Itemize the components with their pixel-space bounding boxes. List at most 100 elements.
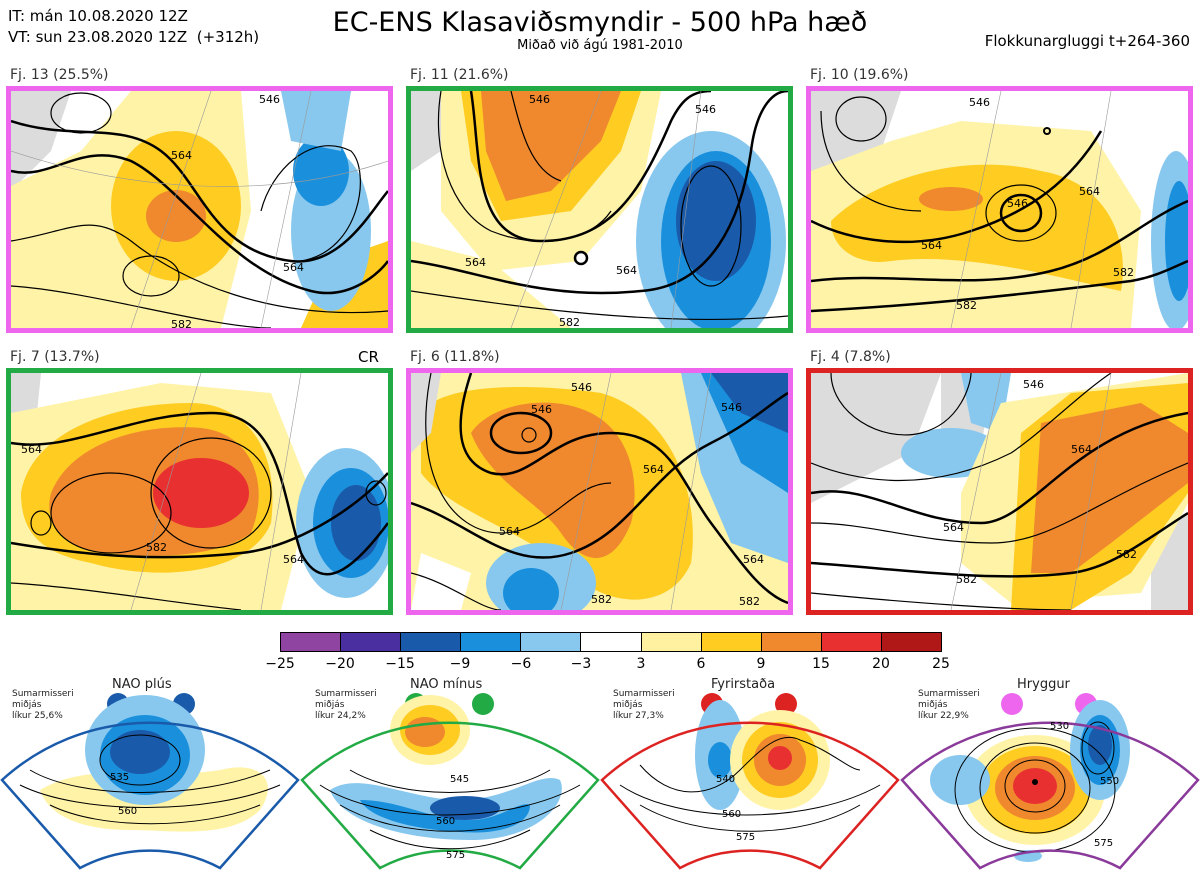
contour-label: 564 xyxy=(743,553,764,566)
regime-map-nao-plus[interactable]: 535 560 xyxy=(0,690,300,871)
colorbar-tick: 9 xyxy=(756,656,766,672)
colorbar xyxy=(280,632,942,652)
contour-label: 582 xyxy=(956,299,977,312)
contour-label: 564 xyxy=(499,525,520,538)
colorbar-swatch xyxy=(581,633,642,651)
page-subtitle: Miðað við ágú 1981-2010 xyxy=(517,38,683,53)
cluster-label-4: Fj. 7 (13.7%) xyxy=(10,349,100,365)
colorbar-swatch xyxy=(341,633,402,651)
classification-window: Flokkunargluggi t+264-360 xyxy=(984,32,1190,50)
cluster-map-6[interactable]: 546 564 564 582 582 xyxy=(806,368,1193,615)
contour-label: 560 xyxy=(722,809,741,820)
regime-name: NAO plús xyxy=(112,677,172,692)
contour-label: 582 xyxy=(739,595,760,608)
cluster-label-5: Fj. 6 (11.8%) xyxy=(410,349,500,365)
regime-dot xyxy=(472,693,494,715)
page-title: EC-ENS Klasaviðsmyndir - 500 hPa hæð xyxy=(332,7,868,38)
regime-dot xyxy=(775,693,797,715)
contour-label: 546 xyxy=(969,96,990,109)
colorbar-tick: −15 xyxy=(385,656,415,672)
colorbar-tick: 3 xyxy=(636,656,646,672)
colorbar-tick: 6 xyxy=(696,656,706,672)
contour-label: 560 xyxy=(118,806,137,817)
cluster-map-4[interactable]: 564 564 582 xyxy=(6,368,393,615)
colorbar-tick: −3 xyxy=(570,656,592,672)
regime-name: Hryggur xyxy=(1017,677,1070,692)
colorbar-swatch xyxy=(461,633,522,651)
regime-name: NAO mínus xyxy=(410,677,483,692)
cluster-label-2: Fj. 11 (21.6%) xyxy=(410,67,509,83)
contour-label: 564 xyxy=(465,256,486,269)
contour-label: 546 xyxy=(721,401,742,414)
contour-label: 564 xyxy=(921,239,942,252)
contour-label: 582 xyxy=(1113,266,1134,279)
contour-label: 564 xyxy=(616,264,637,277)
contour-label: 535 xyxy=(110,772,129,783)
colorbar-tick: −20 xyxy=(325,656,355,672)
contour-label: 564 xyxy=(1071,443,1092,456)
contour-label: 564 xyxy=(171,149,192,162)
contour-label: 564 xyxy=(283,261,304,274)
contour-label: 546 xyxy=(571,381,592,394)
regime-map-blocking[interactable]: 540 560 575 xyxy=(600,690,900,871)
contour-label: 582 xyxy=(956,573,977,586)
colorbar-tick: 25 xyxy=(932,656,950,672)
contour-label: 546 xyxy=(1007,197,1028,210)
contour-label: 546 xyxy=(531,403,552,416)
init-time: IT: mán 10.08.2020 12Z xyxy=(8,7,188,25)
contour-label: 550 xyxy=(1100,776,1119,787)
cluster-label-3: Fj. 10 (19.6%) xyxy=(810,67,909,83)
regime-note: Sumarmisseri miðjás líkur 24,2% xyxy=(315,689,377,721)
contour-label: 560 xyxy=(436,816,455,827)
contour-label: 564 xyxy=(943,521,964,534)
colorbar-swatch xyxy=(881,633,942,651)
contour-label: 575 xyxy=(1094,838,1113,849)
colorbar-tick: −6 xyxy=(510,656,532,672)
colorbar-tick: −9 xyxy=(449,656,471,672)
colorbar-swatch xyxy=(401,633,462,651)
cluster-label-6: Fj. 4 (7.8%) xyxy=(810,349,891,365)
contour-label: 545 xyxy=(450,774,469,785)
contour-label: 582 xyxy=(591,593,612,606)
colorbar-tick: 15 xyxy=(812,656,830,672)
contour-label: 540 xyxy=(716,774,735,785)
cluster-note: CR xyxy=(358,348,379,366)
colorbar-swatch xyxy=(761,633,822,651)
run-info: IT: mán 10.08.2020 12Z VT: sun 23.08.2020… xyxy=(8,6,259,48)
contour-label: 582 xyxy=(171,318,192,328)
contour-label: 530 xyxy=(1050,721,1069,732)
cluster-map-1[interactable]: 546 564 564 582 xyxy=(6,86,393,333)
colorbar-swatch xyxy=(701,633,762,651)
contour-label: 582 xyxy=(1116,548,1137,561)
colorbar-swatch xyxy=(281,633,342,651)
regime-note: Sumarmisseri miðjás líkur 22,9% xyxy=(918,689,980,721)
regime-note: Sumarmisseri miðjás líkur 27,3% xyxy=(613,689,675,721)
contour-label: 575 xyxy=(736,832,755,843)
contour-label: 546 xyxy=(259,93,280,106)
regime-map-nao-minus[interactable]: 545 560 575 xyxy=(300,690,600,871)
cluster-map-2[interactable]: 546 564 582 546 564 xyxy=(406,86,793,333)
colorbar-tick: −25 xyxy=(265,656,295,672)
cluster-map-5[interactable]: 546 546 564 564 546 582 564 582 xyxy=(406,368,793,615)
contour-label: 564 xyxy=(643,463,664,476)
colorbar-swatch xyxy=(521,633,582,651)
colorbar-swatch xyxy=(641,633,702,651)
contour-label: 546 xyxy=(529,93,550,106)
colorbar-swatch xyxy=(821,633,882,651)
cluster-label-1: Fj. 13 (25.5%) xyxy=(10,67,109,83)
contour-label: 575 xyxy=(446,850,465,861)
regime-name: Fyrirstaða xyxy=(711,677,776,692)
regime-map-ridge[interactable]: 530 550 575 xyxy=(900,690,1200,871)
contour-label: 546 xyxy=(695,103,716,116)
contour-label: 582 xyxy=(146,541,167,554)
contour-labels: 546 564 564 582 xyxy=(171,93,304,328)
cluster-map-3[interactable]: 546 546 564 582 564 582 xyxy=(806,86,1193,333)
regime-note: Sumarmisseri miðjás líkur 25,6% xyxy=(12,689,74,721)
contour-label: 564 xyxy=(1079,185,1100,198)
regime-dot xyxy=(1001,693,1023,715)
contour-label: 564 xyxy=(21,443,42,456)
valid-time: VT: sun 23.08.2020 12Z (+312h) xyxy=(8,28,260,46)
colorbar-tick: 20 xyxy=(872,656,890,672)
contour-label: 582 xyxy=(559,316,580,328)
contour-label: 564 xyxy=(283,553,304,566)
